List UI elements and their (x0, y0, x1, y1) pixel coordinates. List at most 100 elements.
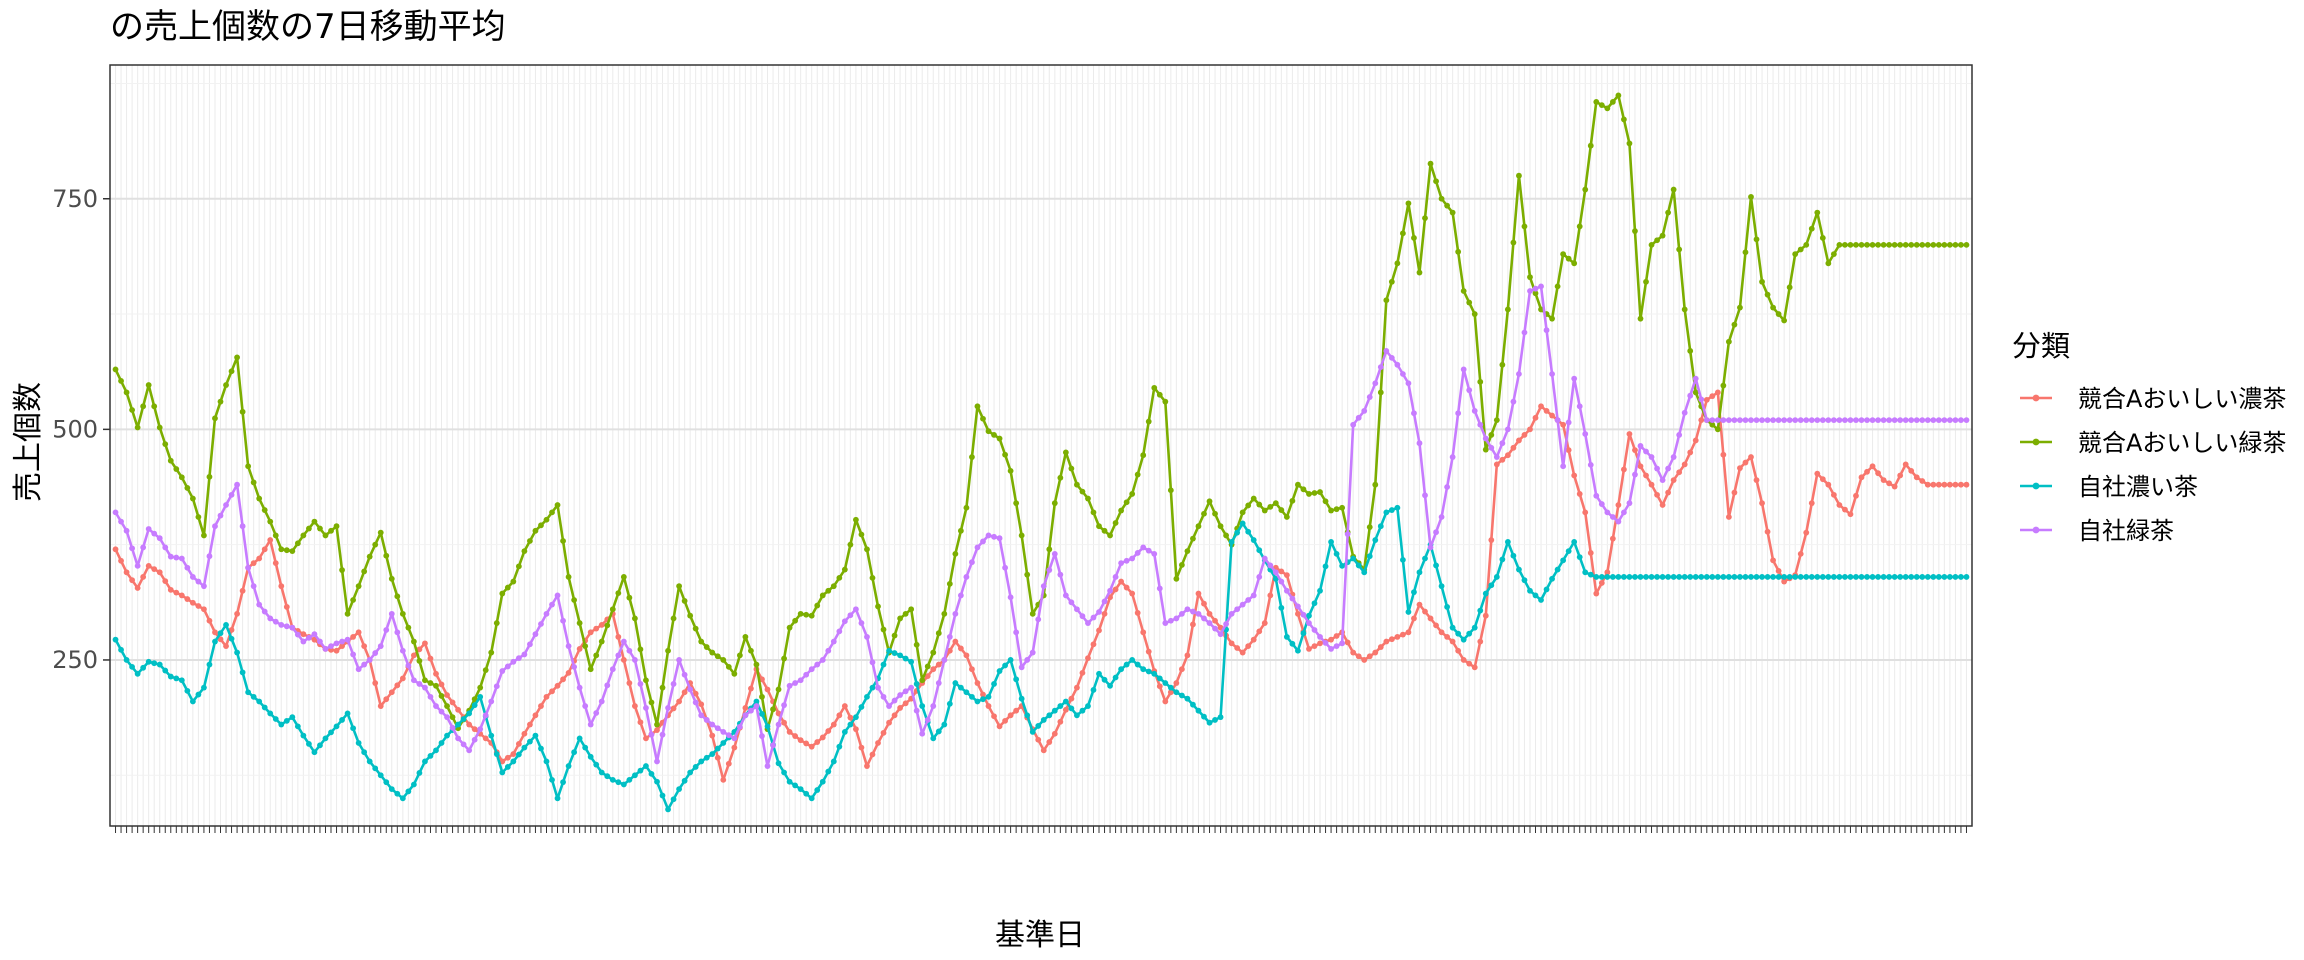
data-point (902, 655, 909, 662)
data-point (869, 659, 876, 666)
data-point (510, 751, 517, 757)
data-point (1908, 574, 1915, 580)
data-point (162, 441, 169, 448)
data-point (388, 575, 395, 582)
data-point (1062, 592, 1069, 599)
data-point (206, 661, 213, 668)
data-point (1212, 625, 1218, 632)
data-point (626, 647, 633, 654)
data-point (112, 366, 119, 373)
data-point (538, 621, 544, 627)
data-point (792, 782, 799, 789)
data-point (1482, 435, 1489, 442)
data-point (1388, 354, 1395, 361)
data-point (167, 457, 174, 464)
data-point (1250, 636, 1257, 643)
data-point (1013, 500, 1020, 507)
data-point (1046, 567, 1053, 573)
data-point (1317, 489, 1323, 495)
data-point (1306, 491, 1312, 497)
data-point (543, 610, 550, 617)
data-point (377, 529, 384, 536)
data-point (173, 554, 180, 561)
data-point (1482, 590, 1489, 597)
data-point (1510, 444, 1517, 451)
data-point (698, 701, 705, 708)
data-point (1621, 574, 1627, 580)
data-point (510, 658, 517, 665)
data-point (377, 772, 384, 779)
data-point (1239, 520, 1246, 527)
data-point (681, 777, 688, 784)
data-point (770, 706, 776, 713)
data-point (1245, 643, 1252, 650)
data-point (162, 578, 169, 584)
data-point (140, 574, 147, 580)
data-point (1703, 396, 1710, 403)
data-point (1626, 574, 1633, 580)
data-point (786, 624, 793, 631)
data-point (1471, 311, 1478, 317)
data-point (234, 649, 240, 656)
data-point (405, 788, 412, 795)
data-point (957, 645, 964, 652)
data-point (991, 431, 997, 438)
data-point (1947, 241, 1953, 248)
data-point (1621, 509, 1627, 516)
data-point (250, 583, 257, 590)
data-point (1057, 571, 1064, 578)
data-point (1924, 241, 1931, 248)
data-point (510, 758, 517, 765)
data-point (1499, 556, 1506, 563)
data-point (1460, 288, 1467, 294)
data-point (217, 512, 224, 519)
legend-label: 競合Aおいしい緑茶 (2078, 429, 2286, 457)
data-point (980, 691, 986, 698)
data-point (1118, 560, 1125, 567)
data-point (908, 684, 915, 691)
data-point (770, 742, 776, 749)
data-point (1405, 629, 1412, 636)
data-point (1709, 421, 1716, 428)
data-point (1549, 315, 1555, 322)
data-point (1212, 717, 1218, 723)
data-point (1201, 600, 1207, 607)
data-point (1488, 431, 1495, 438)
data-point (267, 710, 274, 717)
data-point (969, 693, 975, 700)
data-point (1560, 557, 1567, 564)
data-point (1206, 498, 1213, 505)
data-point (1184, 652, 1191, 659)
data-point (1869, 574, 1876, 580)
data-point (648, 699, 655, 706)
data-point (1626, 140, 1633, 147)
data-point (875, 740, 881, 746)
data-point (361, 643, 368, 650)
data-point (493, 620, 500, 626)
data-point (1897, 574, 1904, 580)
data-point (1438, 195, 1445, 202)
data-point (980, 696, 986, 703)
data-point (1488, 582, 1495, 589)
data-point (167, 673, 174, 680)
data-point (1725, 574, 1732, 580)
data-point (1676, 469, 1683, 476)
data-point (830, 758, 837, 765)
data-point (178, 677, 185, 684)
data-point (1482, 446, 1489, 453)
data-point (1455, 630, 1462, 637)
data-point (1361, 657, 1368, 663)
data-point (1775, 311, 1782, 317)
data-point (1648, 481, 1655, 488)
data-point (466, 710, 473, 717)
data-point (206, 473, 213, 480)
data-point (946, 700, 953, 707)
data-point (759, 733, 765, 739)
data-point (1289, 497, 1296, 504)
data-point (118, 518, 124, 525)
data-point (339, 643, 345, 650)
legend-key-point (2032, 438, 2040, 446)
data-point (388, 689, 395, 696)
data-point (1847, 417, 1854, 424)
